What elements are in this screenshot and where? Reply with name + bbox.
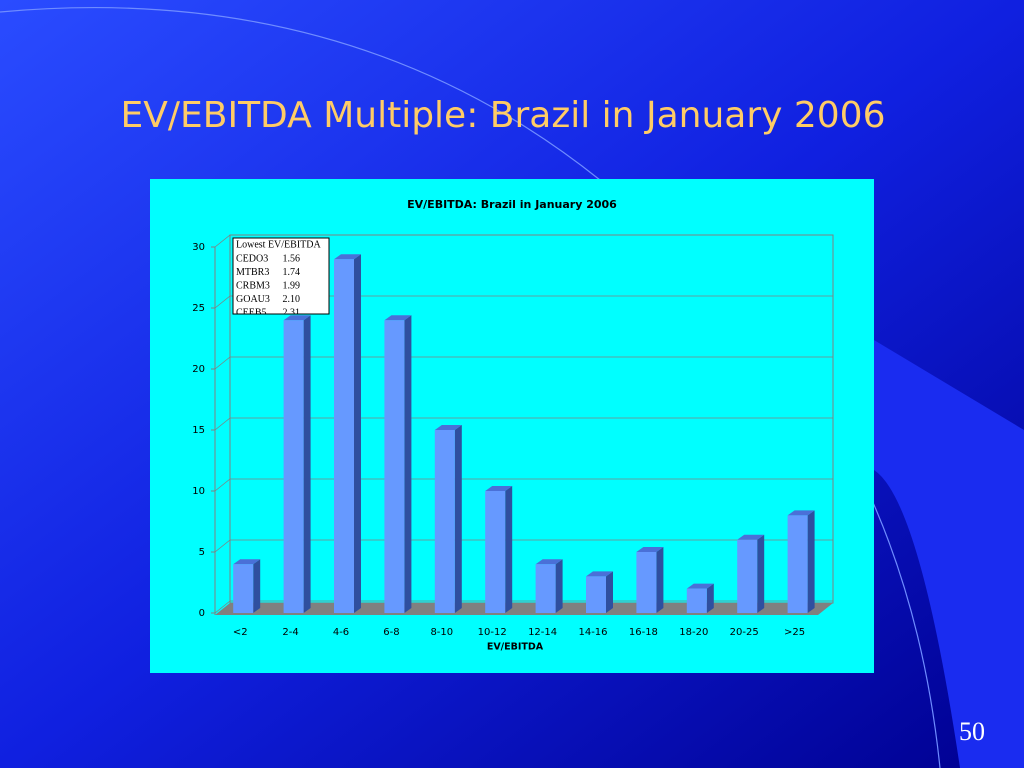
floor	[215, 603, 833, 615]
bar	[737, 539, 758, 613]
y-tick-label: 10	[192, 486, 205, 497]
annotation-value: 2.31	[283, 307, 301, 318]
bar	[283, 320, 304, 613]
bar	[233, 564, 254, 613]
bar	[434, 430, 455, 613]
bar	[787, 515, 808, 613]
bar	[686, 588, 707, 613]
annotation-ticker: GOAU3	[236, 294, 270, 305]
bar	[636, 552, 657, 613]
annotation-ticker: CEEB5	[236, 307, 267, 318]
bar-side	[757, 534, 765, 613]
chart-title: EV/EBITDA: Brazil in January 2006	[407, 198, 617, 211]
bar	[384, 320, 405, 613]
decor-arc	[0, 7, 601, 181]
bar-side	[606, 571, 613, 613]
x-axis-label: EV/EBITDA	[487, 642, 544, 653]
x-tick-label: 10-12	[478, 627, 507, 638]
y-tick-label: 25	[192, 303, 205, 314]
x-tick-label: 4-6	[333, 627, 349, 638]
grid-slant	[214, 295, 231, 309]
annotation-ticker: CEDO3	[236, 253, 268, 264]
y-tick-label: 0	[199, 608, 205, 619]
bar-top	[233, 559, 261, 565]
bar-side	[354, 254, 361, 613]
annotation-title: Lowest EV/EBITDA	[236, 239, 321, 250]
bar-top	[787, 510, 815, 516]
y-tick-label: 5	[199, 547, 205, 558]
page-number: 50	[959, 717, 985, 746]
x-tick-label: 16-18	[629, 627, 658, 638]
bar-side	[454, 425, 462, 613]
x-tick-label: 20-25	[730, 627, 759, 638]
bar-side	[656, 547, 664, 613]
annotation-value: 1.99	[283, 280, 301, 291]
bar-top	[434, 425, 462, 430]
grid-slant	[214, 539, 231, 553]
bar-top	[686, 583, 714, 589]
bar	[334, 259, 354, 613]
bar	[586, 576, 606, 613]
bar-top	[283, 315, 311, 321]
x-tick-label: 2-4	[282, 627, 298, 638]
bar-top	[334, 254, 361, 260]
x-tick-label: 12-14	[528, 627, 557, 638]
grid-slant	[214, 356, 231, 370]
annotation: Lowest EV/EBITDA CEDO3 1.56 MTBR3 1.74 CRBM3 1…	[236, 239, 321, 318]
annotation-box	[232, 237, 330, 315]
bar-top	[485, 486, 513, 491]
annotation-value: 2.10	[283, 294, 301, 305]
bar-side	[555, 559, 563, 613]
annotation-value: 1.74	[283, 267, 301, 278]
y-tick-label: 15	[192, 425, 205, 436]
y-tick-label: 30	[192, 242, 205, 253]
annotation-ticker: MTBR3	[236, 267, 269, 278]
slide-title: EV/EBITDA Multiple: Brazil in January 20…	[121, 95, 886, 136]
bar-top	[586, 571, 613, 577]
x-tick-label: <2	[233, 627, 248, 638]
bar-side	[706, 583, 714, 613]
annotation-ticker: CRBM3	[236, 280, 270, 291]
annotation-value: 1.56	[283, 253, 301, 264]
bar-top	[384, 315, 412, 321]
decor-shape	[874, 340, 1024, 768]
bar-side	[807, 510, 815, 613]
y-tick-label: 20	[192, 364, 205, 375]
bar	[535, 564, 556, 613]
x-tick-label: 18-20	[679, 627, 708, 638]
bar-side	[505, 486, 513, 613]
bar-top	[636, 547, 664, 552]
bar-top	[737, 534, 765, 540]
grid-slant	[214, 478, 231, 492]
x-tick-label: >25	[784, 627, 805, 638]
bar-side	[303, 315, 311, 613]
grid-slant	[214, 600, 231, 614]
bar-side	[404, 315, 412, 613]
x-tick-label: 6-8	[383, 627, 399, 638]
x-tick-label: 8-10	[430, 627, 453, 638]
bar	[485, 491, 506, 613]
bar-side	[253, 559, 261, 613]
x-tick-label: 14-16	[578, 627, 607, 638]
grid-slant	[214, 417, 231, 431]
grid-slant	[214, 234, 231, 248]
bar-top	[535, 559, 563, 565]
